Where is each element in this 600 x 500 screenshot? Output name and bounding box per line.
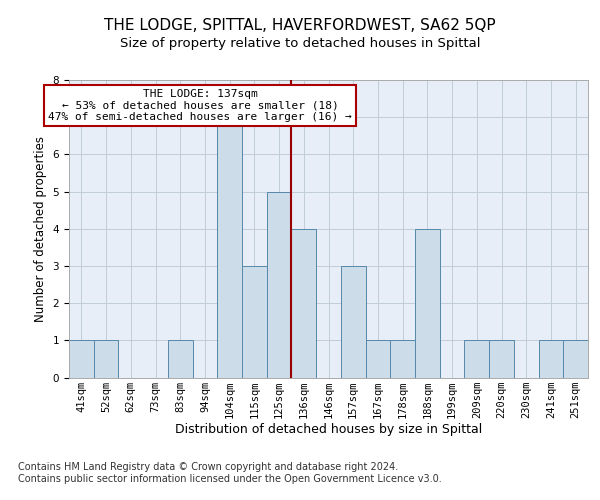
Bar [415, 229, 440, 378]
Bar [464, 340, 489, 378]
Bar [292, 229, 316, 378]
Bar [539, 340, 563, 378]
X-axis label: Distribution of detached houses by size in Spittal: Distribution of detached houses by size … [175, 424, 482, 436]
Bar [563, 340, 588, 378]
Text: THE LODGE: 137sqm
← 53% of detached houses are smaller (18)
47% of semi-detached: THE LODGE: 137sqm ← 53% of detached hous… [48, 90, 352, 122]
Bar [69, 340, 94, 378]
Bar [489, 340, 514, 378]
Bar [94, 340, 118, 378]
Bar [267, 192, 292, 378]
Bar [217, 117, 242, 378]
Y-axis label: Number of detached properties: Number of detached properties [34, 136, 47, 322]
Bar [390, 340, 415, 378]
Bar [168, 340, 193, 378]
Text: Contains HM Land Registry data © Crown copyright and database right 2024.
Contai: Contains HM Land Registry data © Crown c… [18, 462, 442, 484]
Bar [365, 340, 390, 378]
Text: Size of property relative to detached houses in Spittal: Size of property relative to detached ho… [120, 38, 480, 51]
Bar [242, 266, 267, 378]
Text: THE LODGE, SPITTAL, HAVERFORDWEST, SA62 5QP: THE LODGE, SPITTAL, HAVERFORDWEST, SA62 … [104, 18, 496, 32]
Bar [341, 266, 365, 378]
